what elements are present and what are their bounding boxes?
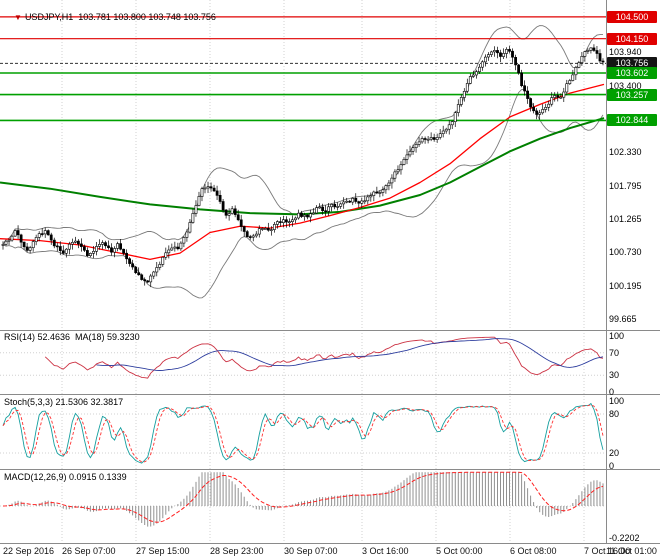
grid-lines [61,0,585,543]
bollinger-bands [2,25,604,299]
ohlc-values-label: 103.781 103.800 103.748 103.756 [78,12,216,22]
main-chart-header: ▼ USDJPY,H1 103.781 103.800 103.748 103.75… [4,2,216,32]
stochastic-panel-header: Stoch(5,3,3) 21.5306 32.3817 [4,397,124,407]
macd-signal-line [2,471,604,523]
ma-slow-line[interactable] [0,117,605,216]
rsi-panel-header: RSI(14) 52.4636 MA(18) 59.3230 [4,332,140,342]
rsi-line [44,336,604,379]
symbol-timeframe-label: USDJPY,H1 [24,12,74,22]
stoch-main-line [2,402,604,464]
macd-panel-header: MACD(12,26,9) 0.0915 0.1339 [4,472,127,482]
symbol-marker-icon: ▼ [14,13,22,22]
rsi-ma-line [96,338,604,371]
stoch-signal-line [2,404,604,463]
ma-fast-line[interactable] [0,83,605,261]
candles [1,44,605,288]
